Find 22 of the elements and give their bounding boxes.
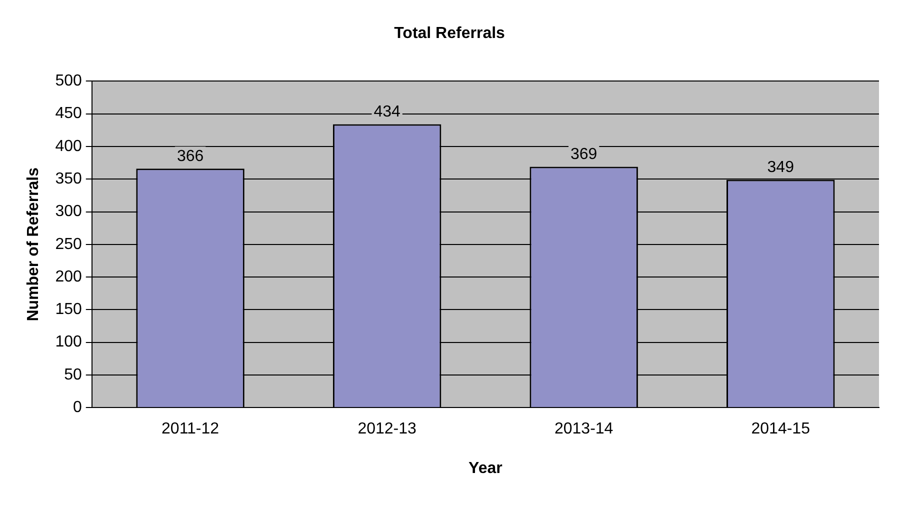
x-tick-label: 2012-13 xyxy=(358,420,417,438)
y-tick-label: 450 xyxy=(55,105,82,122)
y-tick-label: 150 xyxy=(55,301,82,318)
data-label: 349 xyxy=(767,159,794,176)
y-tick-label: 500 xyxy=(55,72,82,90)
y-tick-label: 200 xyxy=(55,268,82,286)
x-tick-label: 2013-14 xyxy=(554,420,614,438)
x-axis-title: Year xyxy=(468,460,502,477)
y-tick-label: 300 xyxy=(55,203,82,220)
x-tick-label: 2011-12 xyxy=(162,420,220,438)
y-tick-label: 50 xyxy=(64,366,82,384)
y-tick-label: 0 xyxy=(72,399,82,416)
x-tick-label: 2014-15 xyxy=(751,420,810,438)
data-label: 369 xyxy=(570,146,598,164)
data-label: 366 xyxy=(176,148,204,166)
data-label: 434 xyxy=(374,104,401,121)
y-tick-label: 400 xyxy=(55,138,82,155)
y-tick-label: 350 xyxy=(55,170,82,188)
y-tick-label: 100 xyxy=(55,334,82,351)
chart-title: Total Referrals xyxy=(394,25,506,42)
y-axis-title: Number of Referrals xyxy=(25,167,42,322)
y-tick-label: 250 xyxy=(55,236,82,253)
